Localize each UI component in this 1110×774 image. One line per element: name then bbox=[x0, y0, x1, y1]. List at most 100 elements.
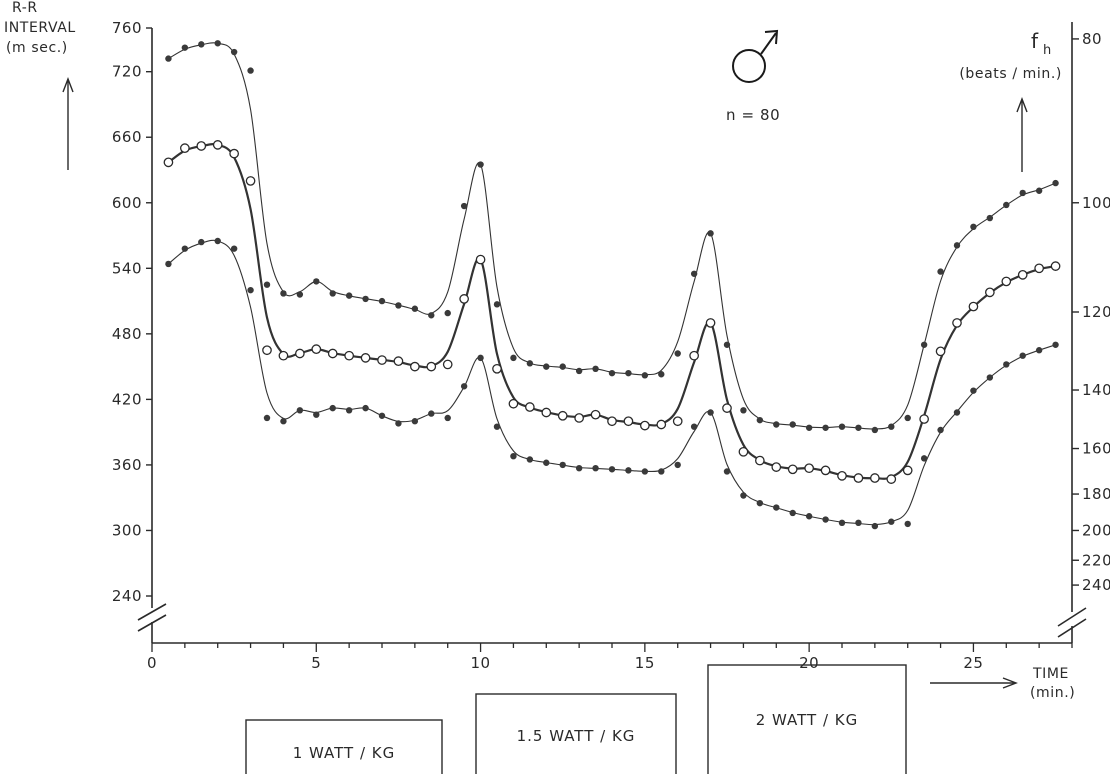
point-open-s2 bbox=[804, 463, 814, 474]
point-filled-s3 bbox=[181, 245, 189, 252]
point-filled-s1 bbox=[543, 363, 550, 370]
point-filled-s3 bbox=[625, 467, 632, 474]
point-open-s2 bbox=[426, 361, 437, 372]
point-filled-s1 bbox=[198, 41, 205, 48]
point-filled-s3 bbox=[477, 354, 484, 362]
right-tick-label: 240 bbox=[1082, 576, 1110, 594]
point-filled-s1 bbox=[460, 202, 468, 210]
point-filled-s1 bbox=[313, 278, 320, 285]
point-filled-s3 bbox=[411, 418, 419, 425]
point-filled-s1 bbox=[1019, 189, 1026, 197]
point-filled-s1 bbox=[329, 290, 336, 297]
point-filled-s3 bbox=[559, 461, 566, 469]
point-filled-s3 bbox=[937, 426, 944, 434]
point-filled-s1 bbox=[789, 421, 796, 428]
point-filled-s3 bbox=[608, 466, 616, 473]
ylabel-left-line3: (m sec.) bbox=[6, 40, 68, 56]
y-tick-label: 600 bbox=[112, 194, 142, 212]
point-filled-s1 bbox=[937, 268, 944, 275]
point-open-s2 bbox=[295, 348, 305, 359]
point-open-s2 bbox=[1050, 261, 1061, 271]
point-open-s2 bbox=[475, 254, 486, 265]
x-tick-label: 10 bbox=[471, 654, 491, 672]
point-open-s2 bbox=[853, 473, 864, 483]
point-filled-s3 bbox=[575, 465, 583, 472]
point-open-s2 bbox=[557, 410, 568, 421]
point-open-s2 bbox=[623, 416, 634, 427]
point-open-s2 bbox=[459, 294, 469, 304]
right-tick-label: 80 bbox=[1082, 30, 1102, 48]
workload-block-3-label: 2 WATT / KG bbox=[756, 711, 859, 729]
x-tick-label: 0 bbox=[147, 654, 157, 672]
point-filled-s3 bbox=[904, 520, 911, 528]
point-filled-s1 bbox=[428, 312, 435, 319]
ylabel-left-line2: INTERVAL bbox=[4, 20, 76, 36]
point-open-s2 bbox=[738, 446, 749, 457]
point-open-s2 bbox=[919, 414, 929, 424]
point-filled-s1 bbox=[395, 302, 402, 309]
point-filled-s1 bbox=[444, 309, 451, 317]
fit-curves bbox=[167, 42, 1056, 526]
point-filled-s3 bbox=[230, 245, 238, 252]
point-open-s2 bbox=[508, 398, 519, 409]
ylabel-right-symbol: f bbox=[1031, 29, 1039, 53]
point-open-s2 bbox=[492, 363, 502, 374]
point-open-s2 bbox=[968, 301, 979, 312]
fit-curve-3 bbox=[168, 239, 1056, 526]
sample-size-annotation: n = 80 bbox=[726, 106, 780, 124]
point-open-s2 bbox=[196, 141, 207, 151]
point-filled-s3 bbox=[855, 519, 862, 527]
point-filled-s3 bbox=[888, 518, 895, 525]
point-filled-s3 bbox=[871, 522, 879, 530]
point-open-s2 bbox=[229, 148, 239, 159]
right-tick-label: 140 bbox=[1082, 381, 1110, 399]
right-tick-label: 200 bbox=[1082, 521, 1110, 539]
point-open-s2 bbox=[607, 416, 617, 427]
point-filled-s3 bbox=[296, 407, 304, 414]
point-open-s2 bbox=[180, 143, 190, 154]
point-open-s2 bbox=[787, 464, 798, 475]
point-filled-s3 bbox=[526, 456, 534, 463]
point-filled-s1 bbox=[280, 290, 287, 297]
point-open-s2 bbox=[410, 361, 420, 372]
point-filled-s1 bbox=[838, 423, 846, 430]
point-open-s2 bbox=[525, 402, 535, 412]
point-filled-s1 bbox=[263, 281, 271, 288]
point-filled-s1 bbox=[181, 44, 189, 51]
point-filled-s1 bbox=[871, 426, 879, 434]
right-tick-label: 180 bbox=[1082, 485, 1110, 503]
y-tick-label: 240 bbox=[112, 587, 142, 605]
point-open-s2 bbox=[837, 470, 847, 481]
y-tick-label: 760 bbox=[112, 19, 142, 37]
point-open-s2 bbox=[886, 474, 897, 484]
x-tick-label: 5 bbox=[311, 654, 321, 672]
axes: 2403003604204805406006607207608010012014… bbox=[112, 19, 1110, 672]
point-filled-s3 bbox=[1035, 347, 1043, 354]
time-arrow bbox=[930, 677, 1018, 689]
point-filled-s1 bbox=[690, 270, 698, 277]
point-filled-s1 bbox=[575, 367, 583, 375]
point-filled-s1 bbox=[904, 414, 911, 422]
x-tick-label: 15 bbox=[635, 654, 655, 672]
point-filled-s1 bbox=[920, 341, 928, 348]
point-filled-s1 bbox=[805, 424, 813, 431]
point-filled-s1 bbox=[756, 416, 764, 424]
point-open-s2 bbox=[1001, 276, 1012, 287]
point-open-s2 bbox=[902, 465, 913, 476]
point-filled-s3 bbox=[395, 420, 402, 427]
y-tick-label: 480 bbox=[112, 325, 142, 343]
xlabel-line2: (min.) bbox=[1030, 685, 1075, 701]
point-open-s2 bbox=[344, 350, 354, 361]
point-filled-s3 bbox=[313, 411, 320, 418]
point-filled-s3 bbox=[214, 237, 221, 245]
y-tick-label: 420 bbox=[112, 390, 142, 408]
point-open-s2 bbox=[590, 409, 601, 420]
point-filled-s3 bbox=[740, 492, 747, 499]
point-open-s2 bbox=[722, 403, 732, 413]
axis-break-right-a bbox=[1057, 607, 1087, 627]
point-filled-s1 bbox=[855, 424, 862, 431]
ylabel-left-line1: R-R bbox=[12, 0, 38, 16]
point-filled-s1 bbox=[345, 292, 353, 299]
point-filled-s3 bbox=[198, 238, 205, 246]
point-filled-s3 bbox=[329, 404, 336, 412]
